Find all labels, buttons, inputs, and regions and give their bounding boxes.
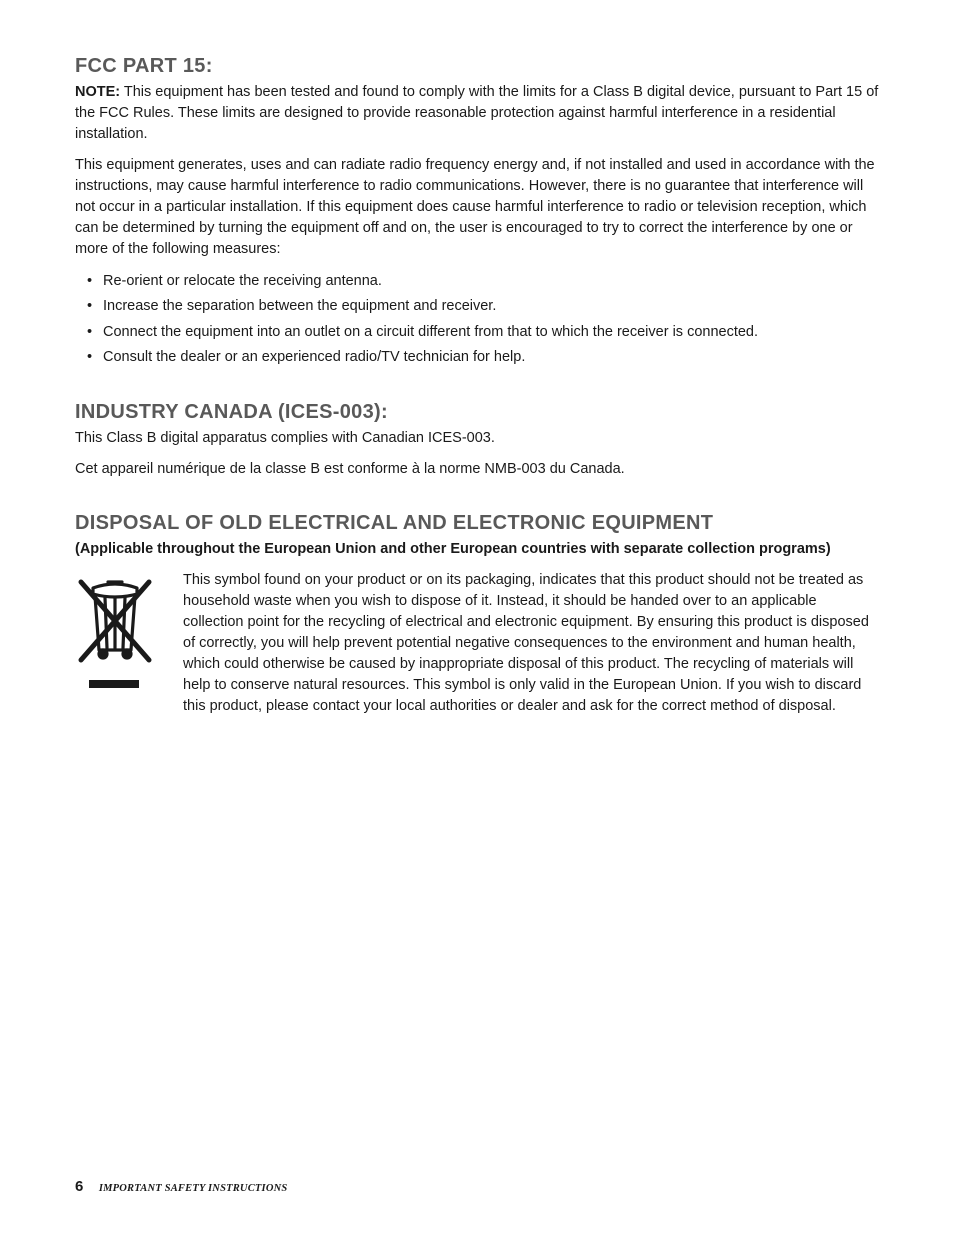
page-number: 6	[75, 1178, 84, 1195]
weee-body-text: This symbol found on your product or on …	[183, 570, 879, 717]
weee-subhead: (Applicable throughout the European Unio…	[75, 539, 879, 560]
page-footer: 6 IMPORTANT SAFETY INSTRUCTIONS	[75, 1178, 287, 1195]
fcc-note-text: This equipment has been tested and found…	[75, 84, 878, 142]
ices-heading: INDUSTRY CANADA (ICES-003):	[75, 401, 879, 424]
weee-content-row: This symbol found on your product or on …	[75, 570, 879, 717]
fcc-note-paragraph: NOTE: This equipment has been tested and…	[75, 82, 879, 145]
note-label: NOTE:	[75, 84, 120, 100]
ices-section: INDUSTRY CANADA (ICES-003): This Class B…	[75, 401, 879, 480]
fcc-bullet-list: Re-orient or relocate the receiving ante…	[75, 270, 879, 369]
ices-line-fr: Cet appareil numérique de la classe B es…	[75, 459, 879, 480]
list-item: Increase the separation between the equi…	[75, 295, 879, 318]
list-item: Consult the dealer or an experienced rad…	[75, 346, 879, 369]
weee-body-paragraph: This symbol found on your product or on …	[183, 570, 879, 717]
weee-underline-bar	[89, 680, 139, 688]
list-item: Connect the equipment into an outlet on …	[75, 321, 879, 344]
fcc-heading: FCC PART 15:	[75, 55, 879, 78]
footer-title: IMPORTANT SAFETY INSTRUCTIONS	[99, 1183, 288, 1194]
ices-line-en: This Class B digital apparatus complies …	[75, 428, 879, 449]
weee-heading: DISPOSAL OF OLD ELECTRICAL AND ELECTRONI…	[75, 512, 879, 535]
weee-section: DISPOSAL OF OLD ELECTRICAL AND ELECTRONI…	[75, 512, 879, 717]
weee-crossed-bin-icon	[75, 570, 165, 688]
fcc-section: FCC PART 15: NOTE: This equipment has be…	[75, 55, 879, 369]
list-item: Re-orient or relocate the receiving ante…	[75, 270, 879, 293]
fcc-paragraph-2: This equipment generates, uses and can r…	[75, 155, 879, 260]
